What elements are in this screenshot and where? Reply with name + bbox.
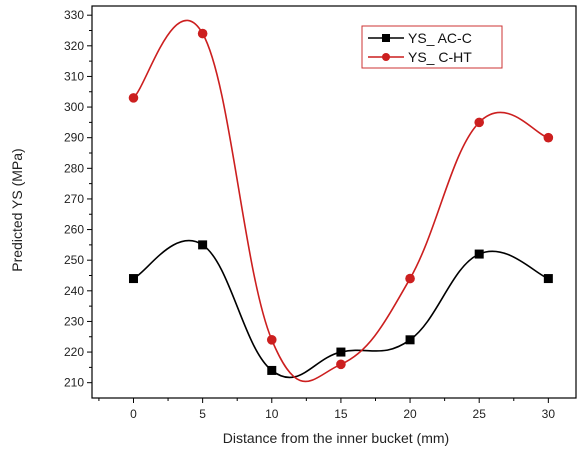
x-axis-title: Distance from the inner bucket (mm) [223,430,449,446]
legend-label: YS_ AC-C [408,30,472,46]
series-1 [128,239,553,379]
data-point [266,335,277,345]
data-point [128,93,139,103]
y-tick-label: 240 [64,284,84,298]
data-point [128,274,138,284]
x-tick-label: 30 [542,407,556,421]
y-tick-label: 290 [64,131,84,145]
y-tick-label: 260 [64,223,84,237]
x-tick-label: 5 [199,407,206,421]
y-tick-label: 210 [64,376,84,390]
legend-marker [382,53,390,61]
series-layer [128,19,554,383]
data-point [543,132,554,143]
series-2 [128,19,554,383]
y-axis-title: Predicted YS (MPa) [9,148,25,271]
plot-frame [91,5,577,399]
x-tick-label: 20 [403,407,417,421]
data-point [474,117,485,128]
data-point [198,240,208,250]
legend-box [361,25,503,69]
y-tick-label: 330 [64,8,84,22]
y-axis: 210 220 230 240 250 260 270 280 290 300 310 320 330 [64,8,92,390]
data-point [267,365,277,375]
plot-area [91,5,577,399]
x-tick-label: 15 [334,407,348,421]
x-tick-label: 10 [265,407,279,421]
data-point [336,347,346,357]
series-line [132,19,549,383]
data-point [474,249,484,259]
y-tick-label: 270 [64,192,84,206]
y-tick-label: 250 [64,253,84,267]
data-point [405,335,415,345]
data-point [543,274,553,284]
legend: YS_ AC-C YS_ C-HT [361,25,503,69]
y-tick-label: 280 [64,161,84,175]
y-tick-label: 320 [64,39,84,53]
y-tick-label: 310 [64,69,84,83]
legend-marker [382,34,390,42]
x-tick-label: 0 [130,407,137,421]
y-tick-label: 230 [64,314,84,328]
legend-label: YS_ C-HT [408,49,472,65]
data-point [336,359,346,370]
y-tick-label: 300 [64,100,84,114]
y-tick-label: 220 [64,345,84,359]
x-tick-label: 25 [473,407,487,421]
x-axis: 0 5 10 15 20 25 30 [98,398,556,421]
data-point [197,28,208,39]
data-point [405,273,415,284]
series-line [133,239,549,379]
